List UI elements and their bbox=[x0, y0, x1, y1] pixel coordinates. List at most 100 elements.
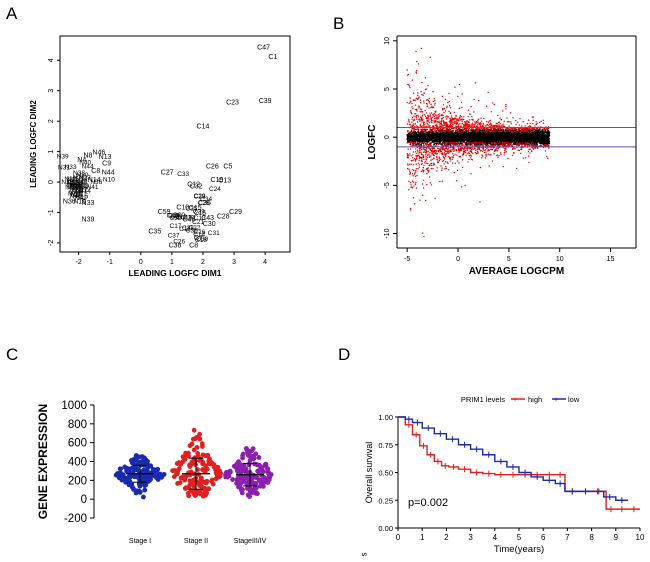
ma-point bbox=[421, 94, 423, 96]
ma-point bbox=[448, 121, 451, 123]
ma-point bbox=[444, 161, 447, 163]
ma-point bbox=[427, 171, 429, 173]
sample-label-dense: C22 bbox=[189, 225, 201, 232]
ma-point bbox=[505, 108, 507, 110]
ma-point bbox=[486, 124, 488, 126]
ma-point bbox=[501, 110, 504, 112]
ma-point bbox=[500, 119, 503, 121]
ma-point bbox=[445, 150, 447, 152]
ma-point bbox=[484, 125, 487, 127]
ma-point bbox=[440, 114, 443, 117]
ma-point bbox=[418, 159, 420, 162]
y-tick-label: -2 bbox=[48, 240, 55, 246]
ma-point bbox=[476, 119, 479, 122]
ma-point bbox=[461, 166, 464, 169]
ma-point bbox=[408, 121, 410, 123]
sample-label-dense: N11 bbox=[67, 180, 79, 187]
ma-point bbox=[487, 91, 489, 94]
ma-point bbox=[422, 166, 424, 169]
ma-point bbox=[468, 121, 470, 124]
ma-point bbox=[486, 147, 488, 149]
ma-point bbox=[475, 122, 478, 124]
sample-label-dense: N49 bbox=[69, 190, 81, 197]
ma-point bbox=[478, 99, 480, 102]
sample-label-dense: C24 bbox=[209, 186, 221, 193]
sample-label: C8 bbox=[91, 168, 100, 175]
ma-point bbox=[417, 116, 420, 118]
sample-label-dense: N30 bbox=[76, 172, 88, 179]
x-tick-label: 4 bbox=[263, 259, 267, 266]
ma-point bbox=[441, 152, 444, 154]
sample-label-dense: C13 bbox=[194, 215, 206, 222]
ma-point bbox=[447, 150, 449, 152]
ma-point bbox=[548, 143, 551, 145]
ma-point bbox=[438, 148, 441, 150]
sample-label-dense: N40 bbox=[79, 159, 91, 166]
ma-point bbox=[410, 155, 412, 157]
x-axis-label: LEADING LOGFC DIM1 bbox=[128, 268, 221, 278]
ma-point bbox=[425, 88, 428, 90]
ma-point bbox=[437, 147, 439, 150]
ma-point bbox=[425, 150, 428, 153]
ma-point bbox=[420, 159, 423, 162]
ma-point bbox=[412, 154, 414, 156]
sample-label-dense: C28 bbox=[168, 213, 180, 220]
sample-label: N13 bbox=[99, 154, 112, 161]
ma-point bbox=[450, 122, 452, 124]
mds-frame bbox=[59, 35, 291, 253]
ma-point bbox=[426, 117, 428, 119]
y-tick-label: 2 bbox=[48, 119, 55, 123]
ma-point bbox=[489, 122, 492, 124]
sample-label-dense: N36 bbox=[90, 179, 102, 186]
ma-point bbox=[415, 181, 417, 184]
ma-point bbox=[463, 144, 465, 146]
ma-point bbox=[450, 128, 453, 130]
ma-point bbox=[430, 103, 432, 106]
ma-point bbox=[408, 154, 410, 157]
ma-point bbox=[420, 117, 423, 119]
ma-point bbox=[434, 149, 436, 152]
ma-point bbox=[406, 123, 409, 125]
ma-point bbox=[493, 152, 495, 155]
sample-label-dense: N33 bbox=[65, 164, 77, 171]
sample-label-dense: C15 bbox=[194, 210, 206, 217]
ma-point bbox=[536, 133, 539, 135]
ma-point bbox=[462, 124, 465, 126]
ma-point bbox=[412, 128, 415, 130]
ma-point bbox=[459, 123, 461, 125]
ma-point bbox=[453, 147, 455, 150]
sample-label: N15 bbox=[75, 194, 88, 201]
ma-point bbox=[424, 154, 427, 156]
ma-point bbox=[447, 116, 450, 118]
ma-point bbox=[424, 109, 426, 112]
ma-point bbox=[474, 151, 477, 154]
sample-label: N4 bbox=[77, 157, 86, 164]
ma-point bbox=[446, 116, 448, 118]
ma-point bbox=[407, 148, 409, 150]
y-tick-label: 0 bbox=[48, 180, 55, 184]
ma-point bbox=[491, 148, 494, 151]
ma-point bbox=[471, 151, 473, 154]
ma-point bbox=[448, 110, 450, 113]
sample-label-dense: N38 bbox=[73, 170, 85, 177]
ma-point bbox=[430, 184, 433, 186]
ma-point bbox=[458, 151, 460, 153]
sample-label: C26 bbox=[206, 163, 219, 170]
ma-point bbox=[441, 123, 443, 126]
ma-point bbox=[418, 166, 421, 168]
ma-point bbox=[421, 118, 424, 121]
ma-point bbox=[462, 118, 464, 120]
ma-point bbox=[543, 144, 546, 146]
ma-point bbox=[487, 121, 490, 124]
ma-point bbox=[541, 130, 543, 132]
ma-point bbox=[424, 115, 427, 118]
sample-label-dense: C38 bbox=[182, 225, 194, 232]
sample-label-dense: C23 bbox=[194, 193, 206, 200]
ma-point bbox=[422, 179, 425, 182]
ma-point bbox=[406, 69, 408, 71]
ma-point bbox=[472, 119, 474, 121]
ma-point bbox=[417, 92, 419, 94]
sample-label: C10 bbox=[176, 204, 189, 211]
ma-point bbox=[416, 149, 419, 152]
sample-label: C47 bbox=[257, 45, 270, 52]
